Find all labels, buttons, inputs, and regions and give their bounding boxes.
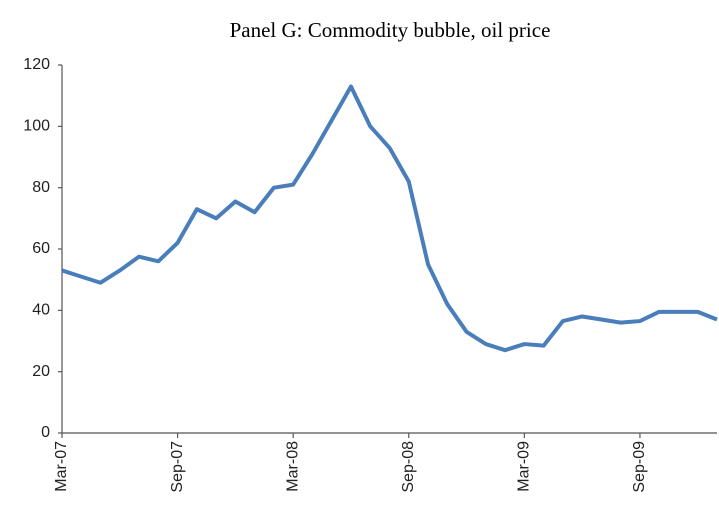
x-tick-label: Mar-08 [284,441,301,492]
x-tick-label: Sep-09 [631,441,648,493]
y-tick-label: 40 [32,302,50,319]
y-tick-label: 20 [32,363,50,380]
x-tick-label: Sep-08 [400,441,417,493]
chart-title: Panel G: Commodity bubble, oil price [230,18,551,42]
line-series [61,84,718,353]
y-tick-label: 80 [32,179,50,196]
y-tick-label: 120 [23,56,50,73]
y-tick-label: 60 [32,240,50,257]
x-tick-label: Mar-09 [516,441,533,492]
y-tick-label: 0 [41,424,50,441]
y-tick-label: 100 [23,118,50,135]
x-tick-label: Sep-07 [169,441,186,493]
x-tick-label: Mar-07 [53,441,70,492]
